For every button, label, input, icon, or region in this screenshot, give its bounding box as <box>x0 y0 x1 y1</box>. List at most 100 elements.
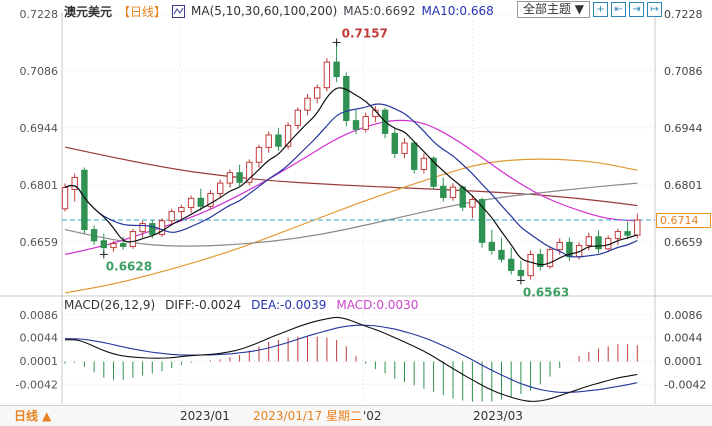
candle-body <box>255 146 263 163</box>
axis-label: 0.7086 <box>664 65 703 78</box>
pan-button[interactable]: + <box>593 2 608 17</box>
diff-value: DIFF:-0.0024 <box>165 298 242 312</box>
axis-label: 0.0086 <box>664 309 703 322</box>
pan-icon: + <box>596 4 605 15</box>
candle-body <box>469 199 476 208</box>
ma60-line <box>64 182 638 247</box>
axis-label: 0.6944 <box>664 122 703 135</box>
axis-label: -0.0042 <box>16 378 58 391</box>
x-axis-tick-jan: 2023/01 <box>180 409 230 423</box>
axis-label: 0.7228 <box>664 8 703 21</box>
axis-label: 0.0086 <box>20 309 59 322</box>
candle-body <box>624 231 631 236</box>
candle-body <box>139 223 146 233</box>
ma10-value: MA10:0.668 <box>421 4 494 18</box>
candle-body <box>595 236 602 250</box>
candle-body <box>304 97 311 111</box>
axis-label: 0.7086 <box>20 65 59 78</box>
candle-body <box>440 185 447 199</box>
current-price-tag: 0.6714 <box>656 213 711 228</box>
timeframe-status[interactable]: 日线 ▲ <box>14 409 52 423</box>
axis-label: 0.6801 <box>20 179 59 192</box>
x-axis-tick-mar: 2023/03 <box>473 409 523 423</box>
candle-body <box>284 124 292 147</box>
candle-body <box>265 134 272 148</box>
candle-body <box>236 172 243 183</box>
macd-value: MACD:0.0030 <box>336 298 419 312</box>
chart-header: 澳元美元 【日线】 MA(5,10,30,60,100,200) MA5:0.6… <box>64 2 494 20</box>
scroll-right-button[interactable]: ↦ <box>647 2 662 17</box>
candle-body <box>391 132 399 154</box>
price-annotation: 0.7157 <box>342 26 388 40</box>
candle-body <box>517 269 525 277</box>
candle-body <box>488 241 496 251</box>
x-axis-bar: 日线 ▲ 2023/01 2023/01/17 星期二 '02 2023/03 <box>0 405 712 426</box>
candle-body <box>411 142 418 170</box>
candle-body <box>81 169 88 231</box>
candle-body <box>401 142 408 154</box>
candle-body <box>71 176 78 191</box>
candle-body <box>294 109 302 126</box>
candle-body <box>90 229 98 242</box>
zoom-out-button[interactable]: ⇥ <box>629 2 644 17</box>
candle-body <box>420 157 428 170</box>
candle-body <box>168 211 175 222</box>
candle-body <box>158 220 166 235</box>
candle-body <box>61 187 69 210</box>
axis-label: 0.6944 <box>20 122 59 135</box>
candle-body <box>459 186 466 208</box>
candle-body <box>362 116 369 130</box>
ma200-line <box>64 146 638 207</box>
candle-body <box>178 207 185 213</box>
candle-body <box>120 243 127 247</box>
candle-body <box>449 186 457 199</box>
candle-body <box>197 197 205 207</box>
candle-body <box>275 134 282 147</box>
ma30-line <box>64 119 638 256</box>
candle-body <box>556 241 563 251</box>
candle-body <box>614 231 622 239</box>
scroll-right-icon: ↦ <box>650 4 659 15</box>
theme-dropdown[interactable]: 全部主题 ▼ <box>516 1 590 18</box>
candle-body <box>585 236 592 247</box>
ma-settings-label: MA(5,10,30,60,100,200) <box>191 4 338 18</box>
candle-body <box>566 241 573 258</box>
axis-label: 0.6659 <box>664 236 703 249</box>
candle-body <box>129 231 137 247</box>
candle-body <box>246 161 253 183</box>
ma100-line <box>64 158 638 294</box>
candle-body <box>546 249 554 267</box>
candle-body <box>187 197 195 209</box>
axis-label: 0.0044 <box>20 332 59 345</box>
candle-body <box>226 172 234 184</box>
axis-label: 0.6801 <box>664 179 703 192</box>
macd-header: MACD(26,12,9) DIFF:-0.0024 DEA:-0.0039 M… <box>64 298 418 312</box>
x-axis-tick-feb: '02 <box>363 409 382 423</box>
candle-body <box>352 120 360 130</box>
candle-body <box>634 219 641 236</box>
candle-body <box>314 87 321 99</box>
axis-label: 0.0001 <box>20 355 59 368</box>
candle-body <box>478 199 486 243</box>
axis-label: 0.6659 <box>20 236 59 249</box>
axis-label: 0.0044 <box>664 332 703 345</box>
candle-body <box>333 61 340 78</box>
axis-label: -0.0042 <box>664 378 706 391</box>
candle-body <box>323 61 331 89</box>
macd-params: MACD(26,12,9) <box>64 298 156 312</box>
zoom-in-icon: ⇤ <box>614 4 623 15</box>
candle-body <box>100 240 107 249</box>
candle-body <box>537 253 544 267</box>
dea-line <box>64 324 638 393</box>
cursor-date-label: 2023/01/17 星期二 <box>253 409 362 423</box>
ma5-value: MA5:0.6692 <box>343 4 416 18</box>
dea-value: DEA:-0.0039 <box>251 298 327 312</box>
line-chart-icon <box>172 4 186 18</box>
candle-body <box>527 253 534 277</box>
candle-body <box>217 182 224 195</box>
zoom-in-button[interactable]: ⇤ <box>611 2 626 17</box>
candle-body <box>343 76 350 122</box>
axis-label: 0.0001 <box>664 355 703 368</box>
